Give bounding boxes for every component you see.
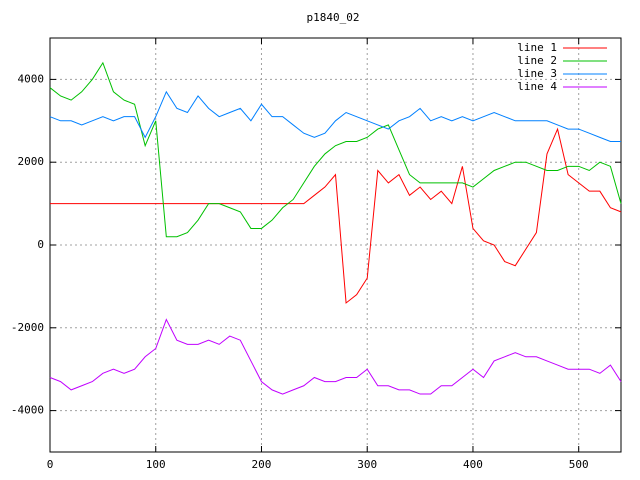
data-line: [50, 127, 622, 304]
legend-label: line 2: [517, 54, 557, 67]
y-tick-label: 4000: [18, 72, 45, 85]
x-tick-label: 0: [47, 458, 54, 471]
y-tick-label: -2000: [11, 321, 44, 334]
y-tick-label: 0: [37, 238, 44, 251]
y-tick-label: 2000: [18, 155, 45, 168]
y-tick-label: -4000: [11, 404, 44, 417]
chart-title: p1840_02: [307, 11, 360, 24]
x-tick-label: 300: [357, 458, 377, 471]
x-tick-label: 100: [146, 458, 166, 471]
legend-label: line 1: [517, 41, 557, 54]
data-line: [49, 61, 622, 238]
x-tick-label: 200: [252, 458, 272, 471]
x-tick-label: 400: [463, 458, 483, 471]
data-line: [49, 318, 622, 395]
data-line: [49, 90, 621, 142]
plot-frame: [49, 37, 622, 453]
legend-label: line 4: [517, 80, 557, 93]
x-tick-label: 500: [569, 458, 589, 471]
legend-label: line 3: [517, 67, 557, 80]
